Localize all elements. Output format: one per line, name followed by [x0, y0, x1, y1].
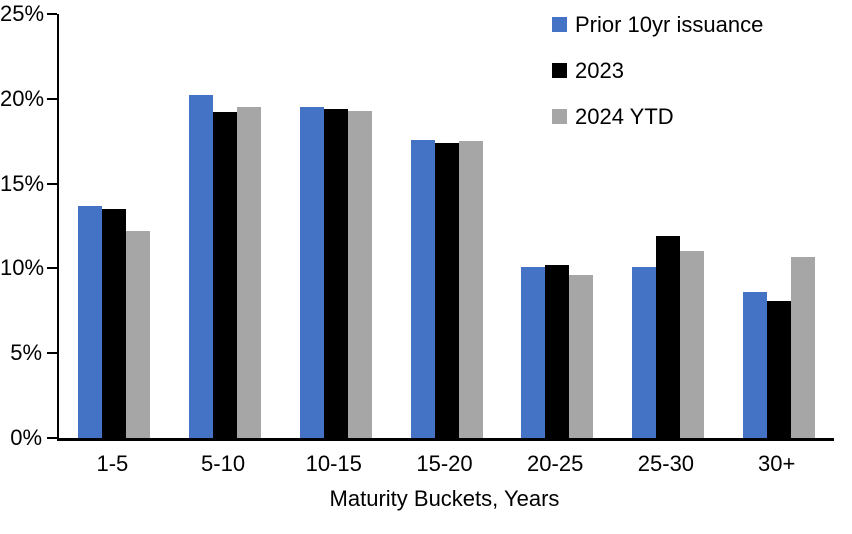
- bar: [213, 112, 238, 438]
- legend-swatch: [552, 17, 567, 32]
- bar: [521, 266, 546, 438]
- legend-label: 2023: [575, 58, 624, 83]
- bar: [569, 275, 594, 438]
- bar: [237, 107, 262, 438]
- bar: [679, 251, 704, 438]
- x-tick-label: 10-15: [305, 451, 362, 476]
- y-tick-label: 10%: [0, 255, 45, 281]
- y-tick: [47, 97, 57, 100]
- y-tick: [47, 182, 57, 185]
- x-tick-label: 30+: [757, 451, 796, 476]
- bar: [347, 110, 372, 438]
- bar: [434, 142, 459, 438]
- bar: [78, 205, 103, 438]
- bar: [458, 141, 483, 438]
- bar: [299, 107, 324, 438]
- bar: [189, 95, 214, 438]
- x-tick-label: 15-20: [416, 451, 473, 476]
- bar: [126, 231, 151, 438]
- legend-item: 2024 YTD: [552, 104, 763, 129]
- bar: [410, 139, 435, 438]
- x-axis-title: Maturity Buckets, Years: [329, 486, 560, 511]
- bar: [790, 256, 815, 438]
- bar: [323, 108, 348, 438]
- y-tick: [47, 267, 57, 270]
- bar: [545, 265, 570, 438]
- legend-swatch: [552, 63, 567, 78]
- legend-item: Prior 10yr issuance: [552, 12, 763, 37]
- bar: [766, 300, 791, 438]
- bar: [655, 236, 680, 438]
- x-tick-label: 20-25: [527, 451, 584, 476]
- legend-label: 2024 YTD: [575, 104, 674, 129]
- bar: [102, 209, 127, 438]
- y-tick: [47, 352, 57, 355]
- bar: [742, 292, 767, 438]
- y-tick: [47, 437, 57, 439]
- x-tick-label: 25-30: [637, 451, 695, 476]
- legend-item: 2023: [552, 58, 763, 83]
- legend: Prior 10yr issuance 2023 2024 YTD: [552, 12, 763, 150]
- legend-swatch: [552, 109, 567, 124]
- x-tick-label: 5-10: [201, 451, 246, 476]
- legend-label: Prior 10yr issuance: [575, 12, 764, 37]
- x-tick-label: 1-5: [96, 451, 129, 476]
- y-tick-label: 0%: [10, 425, 42, 450]
- y-tick: [47, 13, 57, 15]
- y-tick-label: 15%: [0, 170, 45, 196]
- bar: [631, 266, 656, 438]
- plot-area: [57, 14, 834, 441]
- y-tick-label: 20%: [0, 85, 45, 111]
- y-tick-label: 5%: [10, 340, 42, 366]
- y-tick-label: 25%: [0, 1, 45, 26]
